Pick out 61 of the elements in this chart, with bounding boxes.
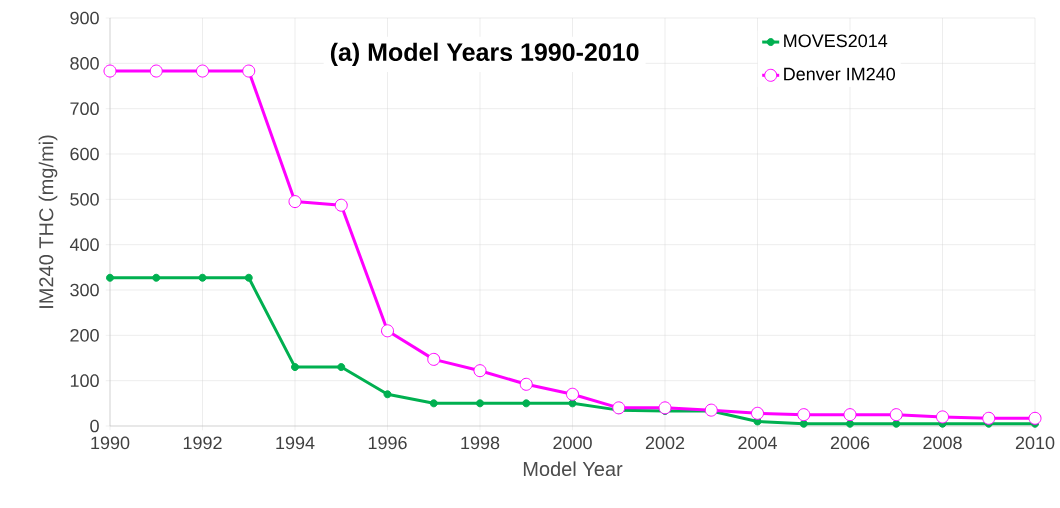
point	[196, 64, 209, 78]
x-axis-title: Model Year	[523, 461, 623, 477]
y-tick-label: 500	[70, 192, 99, 206]
x-tick-label: 2004	[738, 436, 777, 450]
point	[566, 387, 579, 401]
point	[846, 419, 855, 428]
point	[427, 352, 441, 366]
y-tick-label: 400	[69, 238, 99, 252]
point	[337, 363, 346, 372]
legend-label: MOVES2014	[784, 34, 888, 48]
point	[1028, 411, 1042, 425]
point	[936, 410, 950, 424]
point	[751, 406, 765, 420]
x-tick-label: 1990	[91, 436, 130, 450]
x-tick-label: 1992	[183, 436, 222, 450]
point	[198, 273, 207, 282]
point	[106, 273, 114, 282]
y-tick-label: 200	[70, 328, 99, 342]
y-tick-label: 700	[70, 102, 99, 116]
x-tick-label: 2000	[553, 436, 592, 450]
point	[519, 377, 533, 391]
x-tick-label: 2008	[923, 436, 962, 450]
point	[522, 399, 531, 408]
x-tick-label: 1994	[276, 436, 315, 450]
x-tick-label: 2002	[645, 436, 685, 450]
point	[383, 390, 392, 399]
y-tick-label: 100	[70, 374, 99, 388]
point	[334, 198, 348, 212]
point	[843, 408, 857, 422]
point	[288, 195, 302, 209]
point	[242, 64, 256, 78]
point	[429, 399, 438, 408]
point	[149, 64, 163, 78]
point	[152, 273, 161, 282]
point	[797, 408, 811, 422]
point	[291, 363, 299, 372]
point	[982, 411, 996, 425]
y-tick-label: 900	[70, 11, 99, 25]
x-tick-label: 1996	[368, 436, 407, 450]
point	[476, 399, 484, 408]
text: (a) Model Years 1990-2010	[330, 42, 639, 66]
point	[381, 324, 394, 338]
legend-label: Denver IM240	[784, 67, 896, 81]
y-tick-label: 800	[70, 56, 99, 70]
point	[473, 364, 487, 378]
x-tick-label: 1998	[461, 436, 500, 450]
y-tick-label: 300	[70, 283, 99, 297]
point	[612, 401, 626, 415]
y-tick-label: 0	[90, 419, 99, 433]
point	[103, 64, 117, 78]
point	[889, 408, 903, 422]
point	[799, 419, 808, 428]
point	[568, 399, 577, 408]
x-tick-label: 2006	[830, 436, 870, 450]
point	[892, 419, 901, 428]
point	[704, 403, 718, 417]
x-tick-label: 2010	[1015, 436, 1055, 450]
y-axis-title: IM240 THC (mg/mi)	[38, 135, 58, 308]
point	[658, 401, 672, 415]
point	[244, 273, 253, 282]
y-tick-label: 600	[70, 147, 99, 161]
